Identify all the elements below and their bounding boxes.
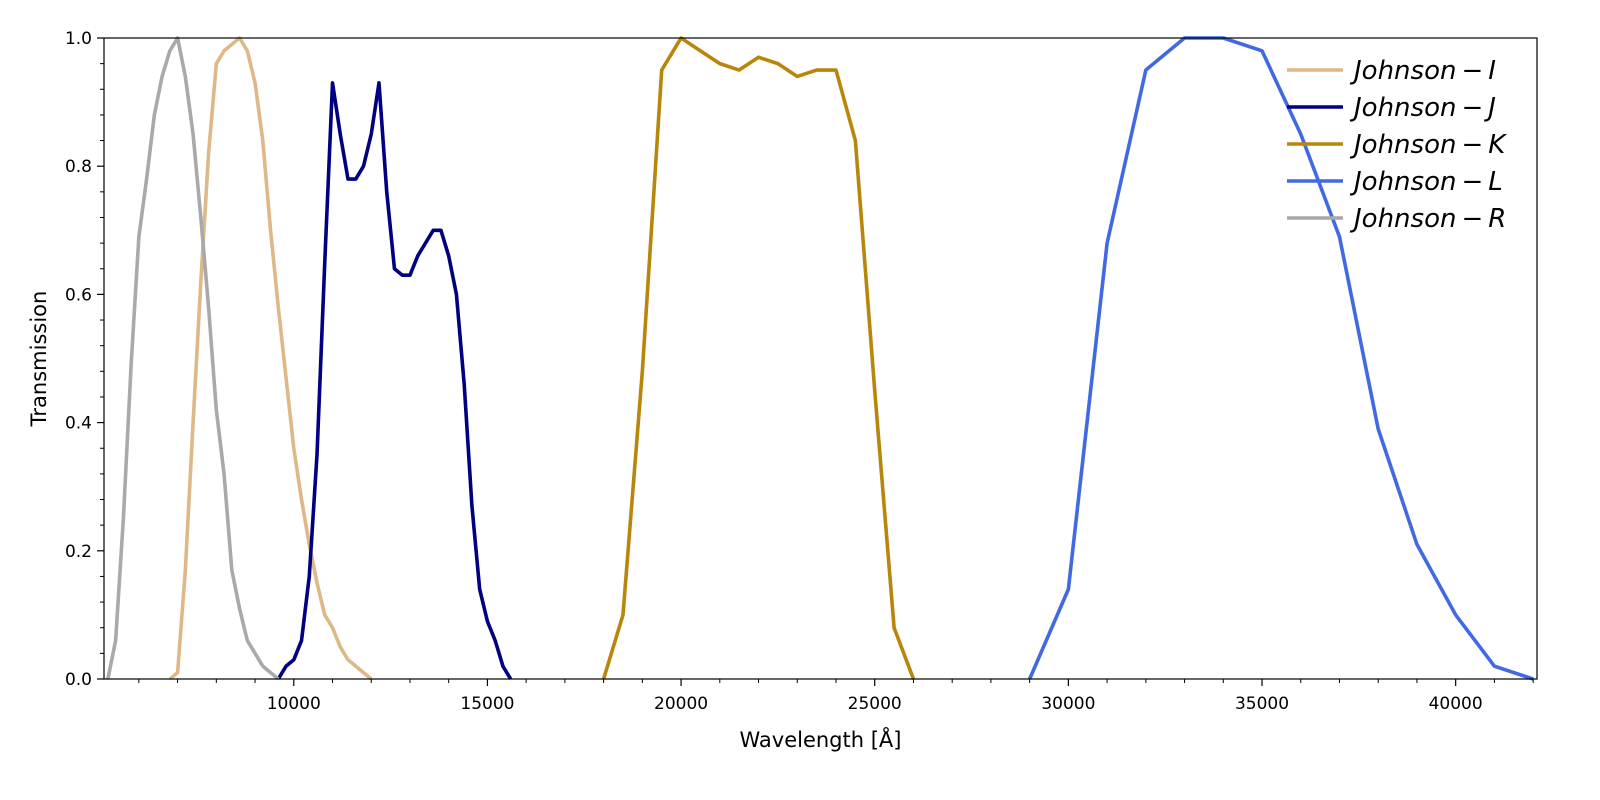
x-axis-title: Wavelength [Å]: [739, 726, 901, 752]
x-tick-label: 10000: [267, 694, 321, 714]
legend-entry-l: Johnson − L: [1287, 167, 1503, 197]
series-line-l: [1027, 36, 1534, 681]
legend-entry-r: Johnson − R: [1287, 204, 1506, 234]
plot-frame: [103, 37, 1538, 680]
series-line-k: [601, 36, 916, 680]
y-axis-title: Transmission: [27, 291, 51, 428]
legend-label: Johnson − K: [1349, 130, 1507, 160]
legend-label: Johnson − L: [1349, 167, 1503, 197]
y-tick-label: 0.0: [65, 670, 92, 690]
legend: Johnson − I Johnson − J Johnson − K Johnson − L John…: [1287, 56, 1507, 234]
x-tick-label: 25000: [848, 694, 902, 714]
y-tick-label: 0.2: [65, 542, 92, 562]
y-tick-label: 0.4: [65, 414, 92, 434]
x-tick-label: 30000: [1041, 694, 1095, 714]
x-tick-label: 20000: [654, 694, 708, 714]
legend-label: Johnson − J: [1349, 93, 1496, 123]
legend-entry-k: Johnson − K: [1287, 130, 1507, 160]
series-line-r: [106, 36, 280, 681]
legend-label: Johnson − I: [1349, 56, 1496, 86]
x-tick-label: 40000: [1429, 694, 1483, 714]
legend-label: Johnson − R: [1349, 204, 1506, 234]
series-line-j: [276, 81, 513, 680]
x-tick-label: 15000: [460, 694, 514, 714]
y-tick-label: 0.6: [65, 285, 92, 305]
x-tick-label: 35000: [1235, 694, 1289, 714]
y-tick-label: 1.0: [65, 29, 92, 49]
legend-entry-j: Johnson − J: [1287, 93, 1496, 123]
axis-ticks: 10000 15000 20000 25000 30000 35000 40000 0.0 0.…: [65, 29, 1534, 714]
legend-entry-i: Johnson − I: [1287, 56, 1496, 86]
y-tick-label: 0.8: [65, 157, 92, 177]
plot-series: [106, 36, 1534, 681]
